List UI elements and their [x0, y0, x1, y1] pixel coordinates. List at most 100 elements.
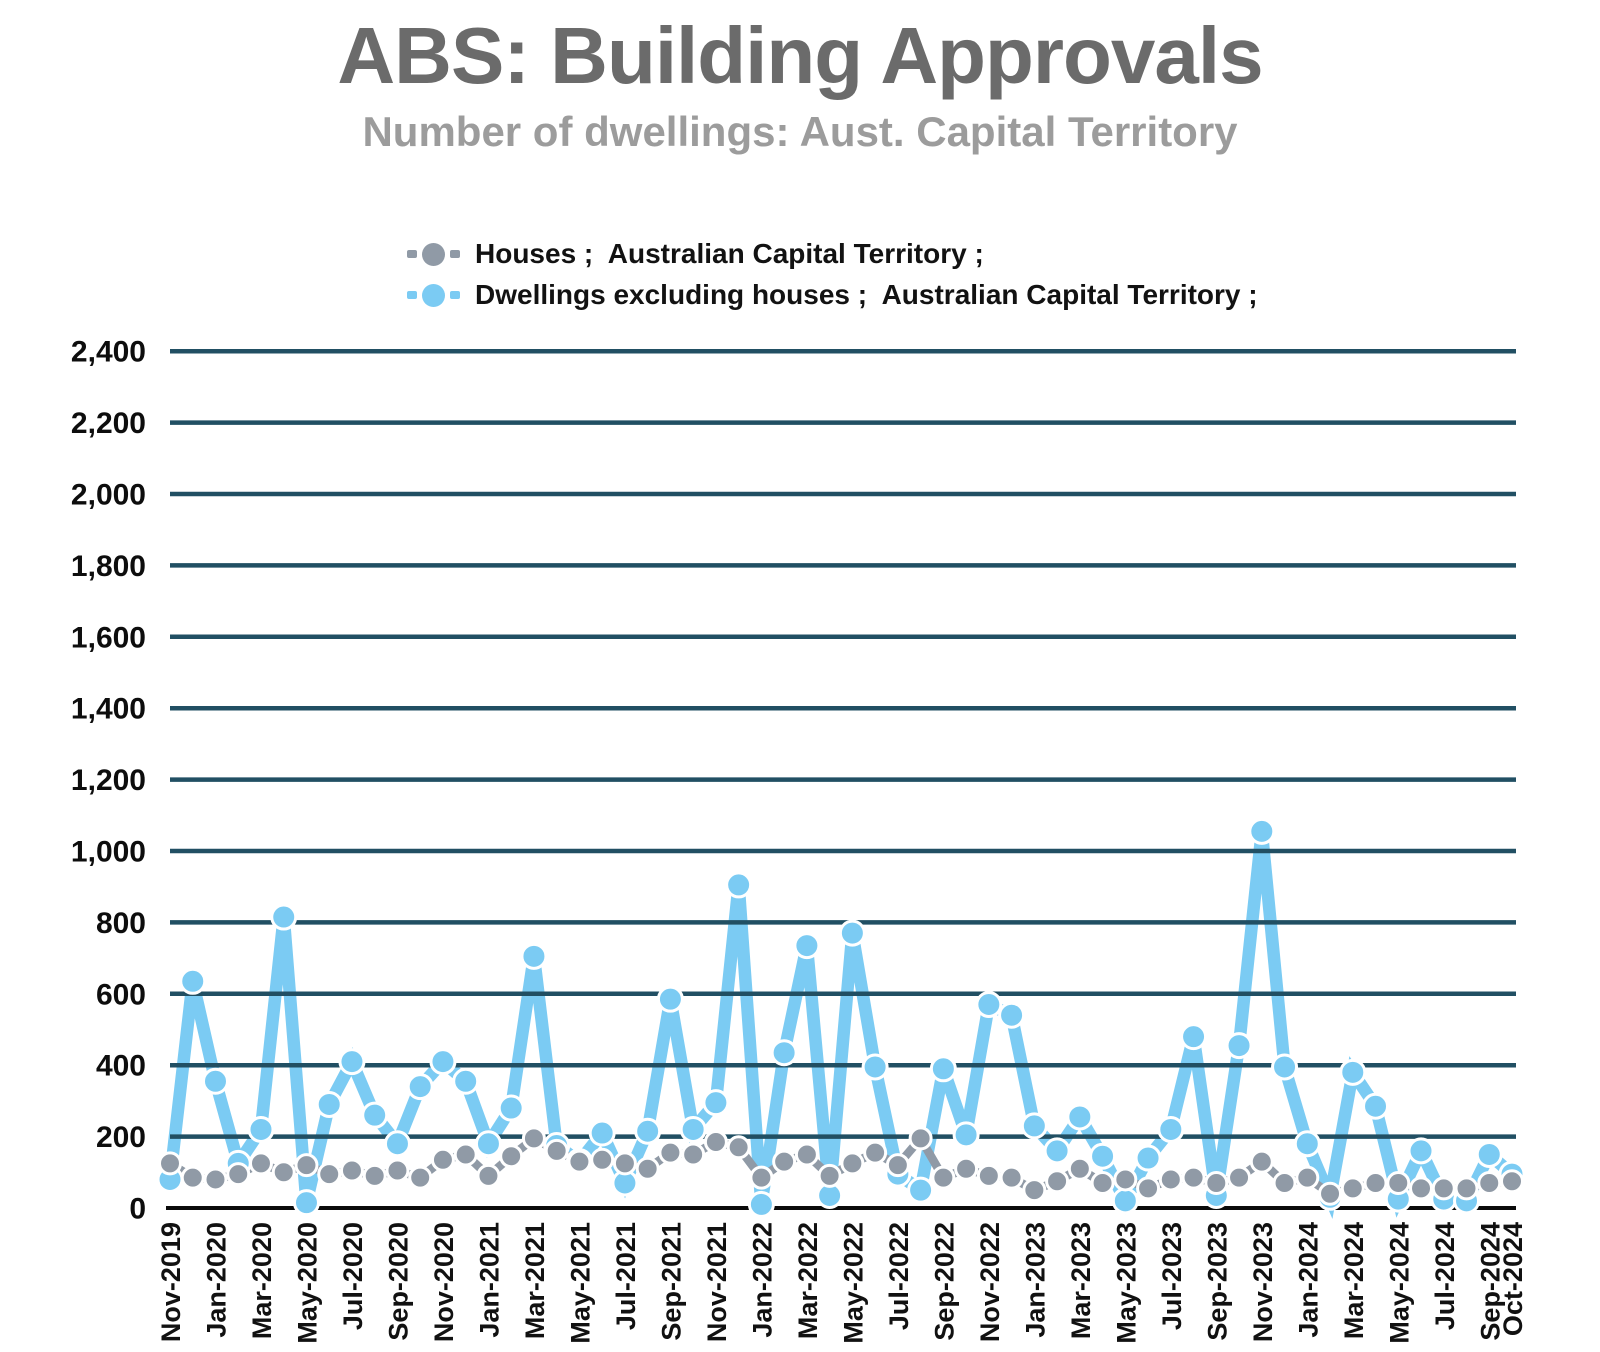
- data-point-houses: [158, 1151, 182, 1176]
- dwellings-series-marker-icon: [405, 283, 461, 307]
- data-point-houses: [1113, 1167, 1138, 1192]
- data-point-dwellings-excl-houses: [998, 1001, 1026, 1029]
- data-point-dwellings-excl-houses: [725, 871, 753, 899]
- data-point-dwellings-excl-houses: [747, 1190, 775, 1218]
- data-point-houses: [908, 1126, 933, 1151]
- legend-item-houses: Houses ; Australian Capital Territory ;: [405, 238, 1258, 270]
- data-point-houses: [976, 1163, 1001, 1188]
- data-point-dwellings-excl-houses: [247, 1115, 275, 1143]
- data-point-dwellings-excl-houses: [1362, 1092, 1390, 1120]
- y-tick-label: 1,000: [71, 836, 146, 869]
- x-tick-label: Mar-2020: [247, 1222, 277, 1339]
- x-tick-label: Sep-2024: [1475, 1222, 1505, 1341]
- data-point-dwellings-excl-houses: [1293, 1130, 1321, 1158]
- data-point-houses: [203, 1167, 228, 1192]
- page-subtitle: Number of dwellings: Aust. Capital Terri…: [362, 108, 1238, 155]
- data-point-houses: [658, 1140, 683, 1165]
- data-point-dwellings-excl-houses: [1407, 1137, 1435, 1165]
- data-point-dwellings-excl-houses: [975, 991, 1003, 1019]
- data-point-dwellings-excl-houses: [520, 942, 548, 970]
- data-point-houses: [817, 1163, 842, 1188]
- data-point-dwellings-excl-houses: [201, 1067, 229, 1095]
- data-point-dwellings-excl-houses: [1134, 1144, 1162, 1172]
- data-point-houses: [612, 1151, 637, 1176]
- x-tick-label: Jan-2024: [1293, 1222, 1323, 1338]
- data-point-houses: [1045, 1169, 1070, 1194]
- data-point-dwellings-excl-houses: [1020, 1112, 1048, 1140]
- data-point-dwellings-excl-houses: [270, 903, 298, 931]
- data-point-dwellings-excl-houses: [907, 1176, 935, 1204]
- data-point-dwellings-excl-houses: [952, 1121, 980, 1149]
- data-point-houses: [317, 1162, 342, 1187]
- data-point-dwellings-excl-houses: [383, 1130, 411, 1158]
- x-tick-label: Nov-2019: [156, 1222, 186, 1342]
- data-point-houses: [180, 1165, 205, 1190]
- data-point-houses: [453, 1142, 478, 1167]
- data-point-dwellings-excl-houses: [1111, 1187, 1139, 1215]
- data-point-houses: [931, 1165, 956, 1190]
- data-point-dwellings-excl-houses: [861, 1053, 889, 1081]
- data-point-dwellings-excl-houses: [1248, 817, 1276, 845]
- legend-item-dwellings-excl-houses: Dwellings excluding houses ; Australian …: [405, 279, 1258, 311]
- data-point-dwellings-excl-houses: [1066, 1103, 1094, 1131]
- data-point-dwellings-excl-houses: [1089, 1142, 1117, 1170]
- y-tick-label: 2,000: [71, 479, 146, 512]
- x-tick-label: May-2024: [1384, 1222, 1414, 1344]
- data-point-dwellings-excl-houses: [406, 1073, 434, 1101]
- data-point-dwellings-excl-houses: [656, 985, 684, 1013]
- data-point-dwellings-excl-houses: [702, 1089, 730, 1117]
- data-point-dwellings-excl-houses: [1157, 1115, 1185, 1143]
- data-point-dwellings-excl-houses: [1225, 1032, 1253, 1060]
- data-point-dwellings-excl-houses: [838, 919, 866, 947]
- page-title: ABS: Building Approvals: [337, 11, 1263, 100]
- x-tick-label: Jan-2023: [1020, 1222, 1050, 1338]
- data-point-houses: [408, 1165, 433, 1190]
- data-point-houses: [499, 1144, 524, 1169]
- x-tick-label: May-2020: [292, 1222, 322, 1344]
- data-point-houses: [544, 1138, 569, 1163]
- data-point-houses: [1454, 1176, 1479, 1201]
- data-point-houses: [1431, 1176, 1456, 1201]
- x-tick-label: May-2023: [1111, 1222, 1141, 1344]
- data-point-dwellings-excl-houses: [497, 1094, 525, 1122]
- data-point-dwellings-excl-houses: [634, 1117, 662, 1145]
- x-tick-label: Jan-2021: [474, 1222, 504, 1338]
- data-point-houses: [248, 1151, 273, 1176]
- data-point-houses: [1181, 1165, 1206, 1190]
- data-point-dwellings-excl-houses: [338, 1048, 366, 1076]
- data-point-dwellings-excl-houses: [1180, 1023, 1208, 1051]
- chart-legend: Houses ; Australian Capital Territory ; …: [405, 238, 1258, 311]
- x-tick-label: Jul-2021: [611, 1222, 641, 1330]
- data-point-houses: [726, 1135, 751, 1160]
- data-point-dwellings-excl-houses: [315, 1090, 343, 1118]
- data-point-houses: [863, 1140, 888, 1165]
- x-tick-label: Oct-2024: [1498, 1222, 1528, 1336]
- x-tick-label: Mar-2021: [520, 1222, 550, 1339]
- y-tick-label: 800: [96, 907, 146, 940]
- data-point-houses: [362, 1163, 387, 1188]
- data-point-houses: [1227, 1165, 1252, 1190]
- data-point-houses: [567, 1149, 592, 1174]
- data-point-houses: [1090, 1171, 1115, 1196]
- y-tick-label: 2,200: [71, 407, 146, 440]
- data-point-houses: [294, 1153, 319, 1178]
- x-tick-label: Jul-2023: [1157, 1222, 1187, 1330]
- data-point-houses: [1272, 1171, 1297, 1196]
- x-tick-label: Jan-2020: [201, 1222, 231, 1338]
- data-point-dwellings-excl-houses: [429, 1048, 457, 1076]
- x-tick-label: Mar-2023: [1066, 1222, 1096, 1339]
- data-point-dwellings-excl-houses: [770, 1039, 798, 1067]
- x-tick-label: Sep-2022: [929, 1222, 959, 1341]
- data-point-houses: [840, 1151, 865, 1176]
- data-point-houses: [385, 1158, 410, 1183]
- houses-series-marker-icon: [405, 242, 461, 266]
- data-point-dwellings-excl-houses: [929, 1055, 957, 1083]
- data-point-houses: [999, 1165, 1024, 1190]
- data-point-houses: [590, 1147, 615, 1172]
- y-tick-label: 1,800: [71, 550, 146, 583]
- data-point-houses: [430, 1147, 455, 1172]
- x-tick-label: Sep-2020: [383, 1222, 413, 1341]
- data-point-houses: [772, 1149, 797, 1174]
